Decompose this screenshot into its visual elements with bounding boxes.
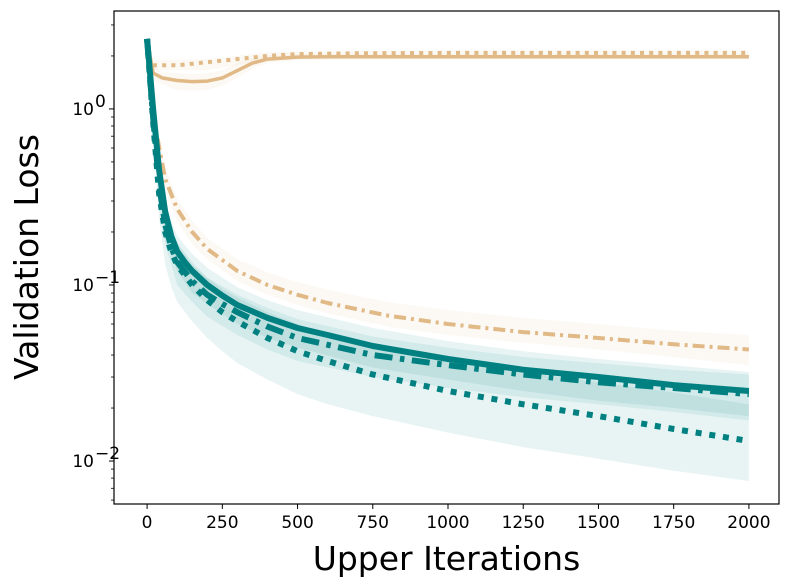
x-tick-label: 0: [142, 513, 153, 533]
series-1-band: [147, 38, 749, 91]
y-tick-exponent: −2: [95, 444, 120, 464]
series-3-band: [147, 38, 749, 366]
x-tick-label: 750: [357, 513, 389, 533]
x-tick-label: 500: [281, 513, 313, 533]
y-tick-label: 10: [72, 276, 94, 296]
series-3-line: [145, 38, 750, 352]
plot-frame: [113, 10, 780, 505]
series-1-line: [145, 38, 749, 84]
series-4-band: [147, 38, 749, 417]
y-tick-label: 10: [72, 100, 94, 120]
series-6-band: [147, 38, 749, 482]
x-tick-label: 1500: [577, 513, 620, 533]
confidence-bands: [147, 38, 749, 482]
x-tick-label: 1250: [502, 513, 545, 533]
x-axis-label: Upper Iterations: [313, 539, 581, 578]
x-axis: 0 250 500 750 1000 1250 1500 1750 2000: [142, 504, 771, 533]
x-tick-label: 1750: [652, 513, 695, 533]
x-tick-label: 2000: [727, 513, 770, 533]
series-lines: [144, 38, 750, 444]
x-tick-label: 250: [206, 513, 238, 533]
series-6-line: [144, 38, 750, 444]
x-tick-label: 1000: [426, 513, 469, 533]
y-tick-exponent: −1: [95, 268, 120, 288]
y-tick-exponent: 0: [95, 92, 106, 112]
series-5-line: [144, 38, 750, 398]
y-tick-label: 10: [72, 452, 94, 472]
y-axis-label: Validation Loss: [7, 134, 46, 380]
